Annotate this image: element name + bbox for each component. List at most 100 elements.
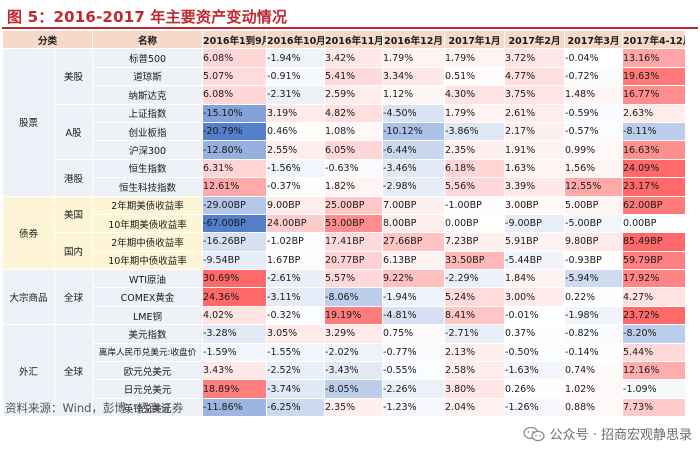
category-cell: 股票 xyxy=(2,48,55,197)
value-cell: -1.59% xyxy=(202,342,268,363)
table-row: 港股 恒生指数 6.31% -1.56% -0.63% -3.46% 6.18% 1.63% 1… xyxy=(3,158,687,197)
category-cell: 大宗商品 xyxy=(2,269,55,326)
subcategory-cell: 国内 xyxy=(53,232,94,271)
value-cell: -1.26% xyxy=(504,397,566,418)
value-cell: -6.25% xyxy=(266,397,326,418)
value-cell: 5.41% xyxy=(324,66,384,87)
value-cell: -1.56% xyxy=(266,158,326,179)
header-period: 2016年11月 xyxy=(324,29,384,50)
value-cell: 5.00BP xyxy=(564,195,624,215)
value-cell: -0.59% xyxy=(564,103,624,123)
value-cell: 17.41BP xyxy=(324,232,384,252)
header-category: 分类 xyxy=(1,29,94,50)
value-cell: 0.99% xyxy=(564,140,624,160)
header-period: 2017年2月 xyxy=(504,29,566,50)
table-row: 道琼斯 5.07% -0.91% 5.41% 3.34% 0.51% 4.77% -0.72%… xyxy=(3,66,687,87)
value-cell: 0.26% xyxy=(504,379,566,399)
value-cell: -6.44% xyxy=(382,140,446,160)
value-cell: -5.00BP xyxy=(564,213,624,234)
asset-name-cell: 2年期中债收益率 xyxy=(92,232,204,252)
subcategory-cell: 美国 xyxy=(53,195,94,234)
value-cell: -12.80% xyxy=(202,140,268,160)
asset-table: 分类 名称 2016年1到9月 2016年10月 2016年11月 2016年1… xyxy=(1,29,687,418)
header-period: 2016年10月 xyxy=(266,29,326,50)
value-cell: 2.13% xyxy=(444,342,506,363)
value-cell: 6.13BP xyxy=(382,250,446,271)
value-cell: 0.00BP xyxy=(622,213,687,234)
value-cell: 1.82% xyxy=(324,177,384,197)
table-row: 欧元兑美元 3.43% -2.52% -3.43% -0.55% 2.58% -1.63% 0… xyxy=(3,361,687,381)
value-cell: 18.89% xyxy=(202,379,268,399)
value-cell: -0.32% xyxy=(266,305,326,326)
header-period: 2017年3月 xyxy=(564,29,624,50)
value-cell: 5.56% xyxy=(444,177,506,197)
value-cell: -0.01% xyxy=(504,305,566,326)
value-cell: -9.00BP xyxy=(504,213,566,234)
asset-name-cell: 离岸人民币兑美元:收盘价 xyxy=(92,342,204,363)
value-cell: 5.07% xyxy=(202,66,268,87)
value-cell: 19.63% xyxy=(622,66,687,87)
value-cell: 0.74% xyxy=(564,361,624,381)
watermark-text: 公众号 · 招商宏观静思录 xyxy=(549,428,692,443)
value-cell: 8.41% xyxy=(444,305,506,326)
value-cell: -0.63% xyxy=(324,158,384,179)
value-cell: -2.02% xyxy=(324,342,384,363)
value-cell: 12.16% xyxy=(622,361,687,381)
value-cell: 59.79BP xyxy=(622,250,687,271)
value-cell: -0.55% xyxy=(382,361,446,381)
value-cell: -1.63% xyxy=(504,361,566,381)
subcategory-cell: 全球 xyxy=(53,324,94,418)
header-period: 2017年1月 xyxy=(444,29,506,50)
title-rule xyxy=(2,27,698,29)
value-cell: 4.77% xyxy=(504,66,566,87)
value-cell: -4.50% xyxy=(382,103,446,123)
value-cell: -3.43% xyxy=(324,361,384,381)
value-cell: 4.27% xyxy=(622,287,687,307)
value-cell: 9.80BP xyxy=(564,232,624,252)
table-row: 10年期中债收益率 -9.54BP 1.67BP 20.77BP 6.13BP 33.50… xyxy=(3,250,687,271)
asset-name-cell: 美元指数 xyxy=(92,324,204,344)
category-cell: 外汇 xyxy=(2,324,55,418)
value-cell: 2.17% xyxy=(504,121,566,142)
value-cell: 0.00BP xyxy=(444,213,506,234)
value-cell: 1.84% xyxy=(504,269,566,289)
value-cell: 17.92% xyxy=(622,269,687,289)
value-cell: -10.12% xyxy=(382,121,446,142)
value-cell: 24.09% xyxy=(622,158,687,179)
watermark: 公众号 · 招商宏观静思录 xyxy=(522,424,692,443)
value-cell: -0.82% xyxy=(564,324,624,344)
value-cell: 1.48% xyxy=(564,85,624,105)
asset-name-cell: WTI原油 xyxy=(92,269,204,289)
value-cell: 0.51% xyxy=(444,66,506,87)
value-cell: -2.71% xyxy=(444,324,506,344)
value-cell: 1.56% xyxy=(564,158,624,179)
value-cell: 3.39% xyxy=(504,177,566,197)
value-cell: -15.10% xyxy=(202,103,268,123)
value-cell: -0.37% xyxy=(266,177,326,197)
table-row: 10年期美债收益率 -67.00BP 24.00BP 53.00BP 8.00BP 0.0… xyxy=(3,213,687,234)
table-row: 沪深300 -12.80% 2.55% 6.05% -6.44% 2.35% 1.91% 0.… xyxy=(3,140,687,160)
value-cell: -1.94% xyxy=(266,48,326,68)
table-row: 恒生科技指数 12.61% -0.37% 1.82% -2.98% 5.56% 3.39% 1… xyxy=(3,177,687,197)
asset-name-cell: 日元兑美元 xyxy=(92,379,204,399)
value-cell: 3.05% xyxy=(266,324,326,344)
value-cell: 0.88% xyxy=(564,397,624,418)
value-cell: -1.55% xyxy=(266,342,326,363)
value-cell: 9.00BP xyxy=(266,195,326,215)
value-cell: -3.86% xyxy=(444,121,506,142)
table-row: COMEX黄金 24.36% -3.11% -8.06% -1.94% 5.24% 3.00… xyxy=(3,287,687,307)
value-cell: -0.57% xyxy=(564,121,624,142)
value-cell: -0.91% xyxy=(266,66,326,87)
value-cell: 2.55% xyxy=(266,140,326,160)
value-cell: 0.75% xyxy=(382,324,446,344)
header-period: 2016年1到9月 xyxy=(202,29,268,50)
value-cell: 7.00BP xyxy=(382,195,446,215)
value-cell: 3.75% xyxy=(504,85,566,105)
value-cell: 33.50BP xyxy=(444,250,506,271)
value-cell: -1.98% xyxy=(564,305,624,326)
value-cell: 3.42% xyxy=(324,48,384,68)
value-cell: 5.24% xyxy=(444,287,506,307)
value-cell: 1.08% xyxy=(324,121,384,142)
value-cell: 6.05% xyxy=(324,140,384,160)
value-cell: 62.00BP xyxy=(622,195,687,215)
